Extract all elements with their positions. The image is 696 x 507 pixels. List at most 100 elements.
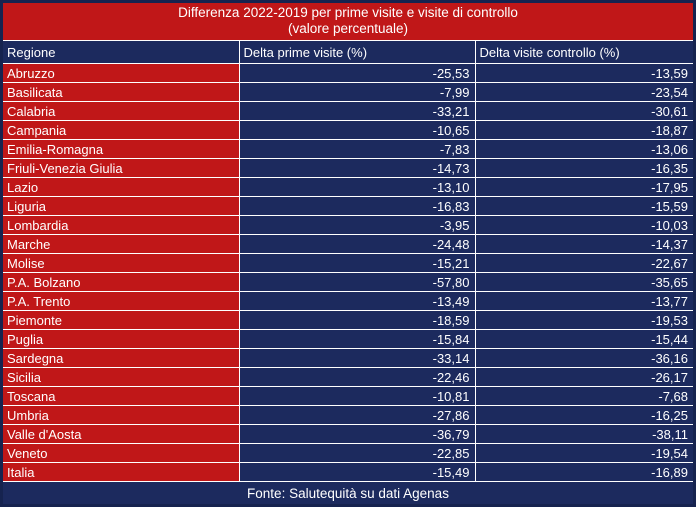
column-header-delta-controllo: Delta visite controllo (%) [474, 41, 693, 64]
delta-prime-cell: -27,86 [238, 405, 475, 425]
column-header-delta-prime: Delta prime visite (%) [238, 41, 475, 64]
table-row: Molise -15,21 -22,67 [3, 253, 693, 273]
delta-prime-cell: -15,49 [238, 462, 475, 482]
region-cell: Umbria [3, 405, 239, 425]
delta-prime-cell: -13,49 [238, 291, 475, 311]
title-line-1: Differenza 2022-2019 per prime visite e … [178, 5, 518, 20]
delta-controllo-cell: -14,37 [474, 234, 693, 254]
delta-prime-cell: -14,73 [238, 158, 475, 178]
table-row: Lombardia -3,95 -10,03 [3, 215, 693, 235]
delta-prime-cell: -15,21 [238, 253, 475, 273]
delta-prime-cell: -22,46 [238, 367, 475, 387]
delta-controllo-cell: -19,53 [474, 310, 693, 330]
delta-controllo-cell: -16,89 [474, 462, 693, 482]
delta-prime-cell: -10,65 [238, 120, 475, 140]
delta-prime-cell: -16,83 [238, 196, 475, 216]
region-cell: Molise [3, 253, 239, 273]
table-row: Sardegna -33,14 -36,16 [3, 348, 693, 368]
delta-prime-cell: -10,81 [238, 386, 475, 406]
table-row: Basilicata -7,99 -23,54 [3, 82, 693, 102]
table-row: Campania -10,65 -18,87 [3, 120, 693, 140]
region-cell: P.A. Trento [3, 291, 239, 311]
region-cell: Valle d'Aosta [3, 424, 239, 444]
delta-prime-cell: -36,79 [238, 424, 475, 444]
region-cell: Veneto [3, 443, 239, 463]
delta-controllo-cell: -10,03 [474, 215, 693, 235]
source-footer: Fonte: Salutequità su dati Agenas [3, 482, 693, 504]
delta-controllo-cell: -22,67 [474, 253, 693, 273]
region-cell: P.A. Bolzano [3, 272, 239, 292]
region-cell: Friuli-Venezia Giulia [3, 158, 239, 178]
delta-prime-cell: -33,21 [238, 101, 475, 121]
table-row: Valle d'Aosta -36,79 -38,11 [3, 424, 693, 444]
delta-controllo-cell: -13,06 [474, 139, 693, 159]
region-cell: Sardegna [3, 348, 239, 368]
region-cell: Italia [3, 462, 239, 482]
delta-controllo-cell: -17,95 [474, 177, 693, 197]
column-header-regione: Regione [3, 41, 239, 64]
delta-controllo-cell: -35,65 [474, 272, 693, 292]
header-row: Regione Delta prime visite (%) Delta vis… [3, 41, 693, 64]
delta-prime-cell: -24,48 [238, 234, 475, 254]
delta-controllo-cell: -30,61 [474, 101, 693, 121]
delta-prime-cell: -13,10 [238, 177, 475, 197]
delta-controllo-cell: -13,77 [474, 291, 693, 311]
table-row: Friuli-Venezia Giulia -14,73 -16,35 [3, 158, 693, 178]
table-row: Sicilia -22,46 -26,17 [3, 367, 693, 387]
title-line-2: (valore percentuale) [287, 21, 409, 36]
table-row: Puglia -15,84 -15,44 [3, 329, 693, 349]
delta-prime-cell: -3,95 [238, 215, 475, 235]
delta-controllo-cell: -23,54 [474, 82, 693, 102]
region-cell: Abruzzo [3, 63, 239, 83]
table-title: Differenza 2022-2019 per prime visite e … [3, 3, 693, 41]
delta-prime-cell: -15,84 [238, 329, 475, 349]
table-row: Lazio -13,10 -17,95 [3, 177, 693, 197]
region-cell: Marche [3, 234, 239, 254]
delta-controllo-cell: -15,59 [474, 196, 693, 216]
table-row: Piemonte -18,59 -19,53 [3, 310, 693, 330]
region-cell: Calabria [3, 101, 239, 121]
region-cell: Toscana [3, 386, 239, 406]
table-row: Abruzzo -25,53 -13,59 [3, 63, 693, 83]
region-cell: Lombardia [3, 215, 239, 235]
region-cell: Lazio [3, 177, 239, 197]
table-row: Emilia-Romagna -7,83 -13,06 [3, 139, 693, 159]
region-cell: Liguria [3, 196, 239, 216]
table-row: Marche -24,48 -14,37 [3, 234, 693, 254]
region-cell: Puglia [3, 329, 239, 349]
delta-controllo-cell: -16,35 [474, 158, 693, 178]
delta-prime-cell: -33,14 [238, 348, 475, 368]
source-text: Fonte: Salutequità su dati Agenas [247, 485, 449, 501]
table-body: Abruzzo -25,53 -13,59 Basilicata -7,99 -… [3, 63, 693, 482]
table-row: Veneto -22,85 -19,54 [3, 443, 693, 463]
table-row: Italia -15,49 -16,89 [3, 462, 693, 482]
table-row: Toscana -10,81 -7,68 [3, 386, 693, 406]
data-table: Regione Delta prime visite (%) Delta vis… [3, 41, 693, 482]
delta-controllo-cell: -15,44 [474, 329, 693, 349]
delta-prime-cell: -57,80 [238, 272, 475, 292]
delta-prime-cell: -7,83 [238, 139, 475, 159]
region-cell: Campania [3, 120, 239, 140]
table-row: P.A. Trento -13,49 -13,77 [3, 291, 693, 311]
delta-prime-cell: -18,59 [238, 310, 475, 330]
region-cell: Emilia-Romagna [3, 139, 239, 159]
delta-controllo-cell: -36,16 [474, 348, 693, 368]
region-cell: Piemonte [3, 310, 239, 330]
table-row: Liguria -16,83 -15,59 [3, 196, 693, 216]
table-row: Umbria -27,86 -16,25 [3, 405, 693, 425]
table-row: Calabria -33,21 -30,61 [3, 101, 693, 121]
delta-controllo-cell: -38,11 [474, 424, 693, 444]
delta-prime-cell: -7,99 [238, 82, 475, 102]
delta-prime-cell: -22,85 [238, 443, 475, 463]
delta-prime-cell: -25,53 [238, 63, 475, 83]
delta-controllo-cell: -7,68 [474, 386, 693, 406]
delta-controllo-cell: -13,59 [474, 63, 693, 83]
delta-controllo-cell: -16,25 [474, 405, 693, 425]
delta-controllo-cell: -19,54 [474, 443, 693, 463]
table-row: P.A. Bolzano -57,80 -35,65 [3, 272, 693, 292]
region-cell: Sicilia [3, 367, 239, 387]
region-cell: Basilicata [3, 82, 239, 102]
delta-controllo-cell: -18,87 [474, 120, 693, 140]
delta-controllo-cell: -26,17 [474, 367, 693, 387]
